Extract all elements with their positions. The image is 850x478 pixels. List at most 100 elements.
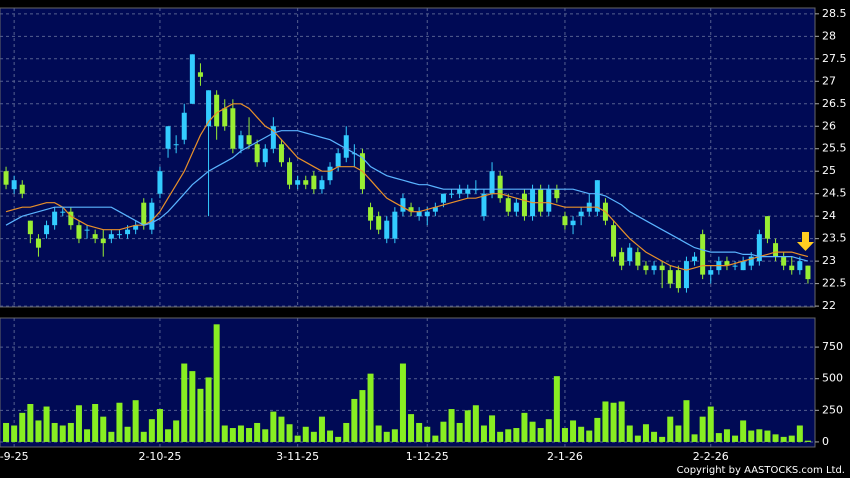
candle-body xyxy=(3,171,9,185)
candle-body xyxy=(327,166,333,181)
moving-average-line xyxy=(5,130,809,262)
volume-bar xyxy=(156,409,163,442)
volume-bar xyxy=(229,428,236,442)
volume-bar xyxy=(408,414,415,442)
volume-bar xyxy=(351,398,358,442)
y-tick-label: 27 xyxy=(822,74,836,87)
candle-body xyxy=(789,265,795,271)
candle-body xyxy=(611,225,617,257)
candle-body xyxy=(740,261,746,271)
y-tick-label: 26 xyxy=(822,119,836,132)
volume-bar xyxy=(497,431,504,442)
volume-bar xyxy=(675,425,682,442)
volume-bar xyxy=(318,416,325,442)
candle-body xyxy=(303,180,309,185)
volume-bar xyxy=(594,417,601,442)
volume-bar xyxy=(27,404,34,442)
volume-bar xyxy=(456,422,463,442)
candle-body xyxy=(513,202,519,212)
volume-bar xyxy=(335,436,342,442)
volume-bar xyxy=(796,425,803,442)
candle-body xyxy=(254,144,260,163)
candle-body xyxy=(773,243,779,257)
volume-bar xyxy=(327,430,334,442)
candle-body xyxy=(432,207,438,212)
volume-bar xyxy=(124,426,131,442)
candle-body xyxy=(19,184,25,194)
candle-body xyxy=(108,234,114,239)
y-tick-label: 25 xyxy=(822,164,836,177)
volume-bar xyxy=(480,425,487,442)
volume-bar xyxy=(391,429,398,442)
volume-bar xyxy=(302,426,309,442)
x-tick-label: 2-2-26 xyxy=(693,450,729,463)
volume-bar xyxy=(788,435,795,442)
candle-body xyxy=(594,180,600,212)
volume-bar xyxy=(715,433,722,442)
candle-body xyxy=(546,189,552,212)
volume-bar xyxy=(561,428,568,442)
volume-bar xyxy=(84,429,91,442)
volume-bar xyxy=(723,429,730,442)
volume-bar xyxy=(294,435,301,442)
candle-body xyxy=(157,171,163,194)
volume-bar xyxy=(683,400,690,442)
candle-body xyxy=(165,126,171,149)
candle-body xyxy=(60,211,66,213)
candle-body xyxy=(100,238,106,244)
candle-body xyxy=(732,265,738,267)
candle-body xyxy=(133,225,139,230)
volume-bar xyxy=(59,425,66,442)
candle-body xyxy=(35,238,41,248)
volume-bar xyxy=(51,422,58,442)
volume-bar xyxy=(108,431,115,442)
volume-bar xyxy=(246,428,253,442)
candle-body xyxy=(392,211,398,239)
volume-bar xyxy=(772,434,779,442)
candle-body xyxy=(457,189,463,194)
volume-bar xyxy=(602,401,609,442)
candle-body xyxy=(659,265,665,271)
volume-bar xyxy=(489,415,496,442)
volume-bar xyxy=(740,420,747,442)
volume-bar xyxy=(43,406,50,442)
volume-bar xyxy=(578,426,585,442)
volume-bar xyxy=(140,431,147,442)
volume-bar xyxy=(116,402,123,442)
candle-body xyxy=(319,180,325,190)
candle-body xyxy=(262,148,268,163)
candle-body xyxy=(376,216,382,230)
candle-body xyxy=(635,252,641,266)
candle-body xyxy=(181,112,187,140)
volume-bar xyxy=(748,430,755,442)
volume-bar xyxy=(148,419,155,442)
volume-bar xyxy=(586,430,593,442)
volume-bar xyxy=(691,434,698,442)
candle-body xyxy=(578,211,584,217)
x-tick-label: 2-1-26 xyxy=(547,450,583,463)
volume-bar xyxy=(11,425,18,442)
volume-bar xyxy=(92,404,99,442)
y-tick-label: 28 xyxy=(822,29,836,42)
candle-body xyxy=(505,198,511,212)
candle-body xyxy=(384,220,390,239)
moving-average-line xyxy=(5,103,809,271)
y-tick-label: 26.5 xyxy=(822,97,847,110)
volume-bar xyxy=(132,400,139,442)
candle-body xyxy=(465,189,471,194)
candle-body xyxy=(416,211,422,217)
volume-bar xyxy=(804,440,811,442)
candle-body xyxy=(27,220,33,235)
volume-bar xyxy=(780,436,787,442)
candle-body xyxy=(700,234,706,275)
volume-bar xyxy=(181,363,188,442)
volume-bar xyxy=(343,422,350,442)
candle-body xyxy=(797,261,803,271)
candle-body xyxy=(724,261,730,266)
y-tick-label: 23 xyxy=(822,254,836,267)
volume-bar xyxy=(424,426,431,442)
volume-bar xyxy=(642,424,649,442)
volume-bar xyxy=(505,429,512,442)
candle-body xyxy=(287,162,293,185)
candle-body xyxy=(189,54,195,104)
